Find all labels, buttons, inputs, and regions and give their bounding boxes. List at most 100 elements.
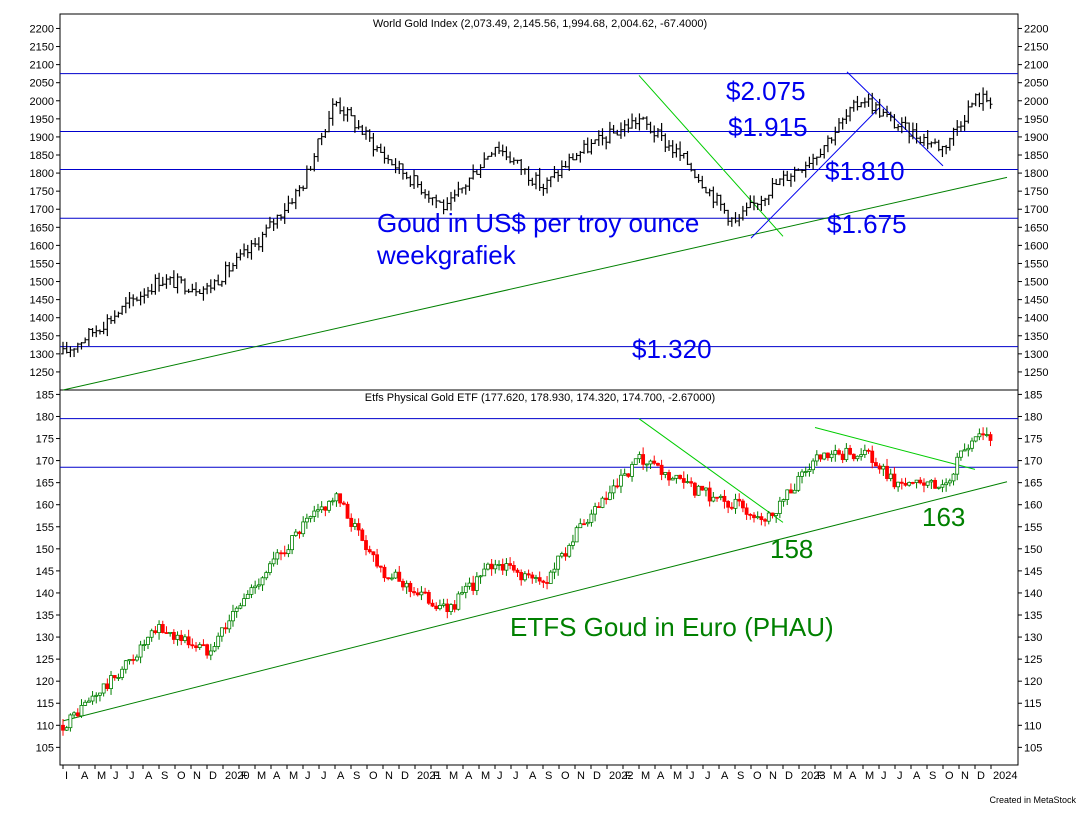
phau-candle-body: [862, 449, 867, 455]
phau-candle-body: [94, 694, 99, 697]
phau-candle-body: [988, 434, 993, 441]
phau-candle-body: [567, 545, 572, 557]
phau-candle-body: [253, 585, 258, 589]
phau-candle-body: [338, 493, 343, 504]
bottom-ytick-label-left: 140: [36, 588, 54, 600]
x-axis-label: S: [737, 770, 744, 782]
level-label-1810: $1.810: [825, 156, 905, 186]
x-axis-label: N: [769, 770, 777, 782]
x-axis-label: F: [433, 770, 440, 782]
phau-candle-body: [304, 517, 309, 523]
top-ytick-label-left: 2050: [30, 78, 54, 90]
phau-candle-body: [726, 501, 731, 508]
phau-candle-body: [936, 486, 941, 489]
phau-candle-body: [116, 677, 121, 679]
x-axis-label: O: [945, 770, 954, 782]
phau-candle-body: [541, 580, 546, 583]
phau-candle-body: [851, 453, 856, 460]
phau-candle-body: [611, 485, 616, 494]
phau-candle-body: [622, 473, 627, 476]
phau-candle-body: [323, 506, 328, 511]
phau-candle-body: [970, 440, 974, 449]
phau-candle-body: [493, 564, 498, 570]
phau-candle-body: [371, 551, 376, 556]
phau-candle-body: [615, 485, 620, 488]
phau-candle-body: [474, 576, 479, 591]
phau-candle-body: [467, 582, 472, 587]
x-axis-label: N: [385, 770, 393, 782]
x-axis-label: M: [865, 770, 874, 782]
top-panel-title: World Gold Index (2,073.49, 2,145.56, 1,…: [373, 18, 707, 30]
top-ytick-label-right: 1400: [1024, 313, 1048, 325]
phau-candle-body: [545, 582, 549, 584]
phau-candle-body: [86, 700, 91, 703]
phau-candle-body: [870, 450, 875, 463]
phau-candle-body: [933, 479, 937, 489]
phau-candle-body: [98, 692, 102, 696]
phau-candle-body: [559, 553, 564, 557]
top-ytick-label-left: 1950: [30, 114, 54, 126]
x-axis-label: M: [481, 770, 490, 782]
top-ytick-label-right: 1800: [1024, 168, 1048, 180]
phau-candle-body: [515, 569, 520, 573]
phau-candle-body: [593, 506, 598, 515]
phau-candle-body: [840, 453, 845, 461]
phau-candle-body: [881, 465, 886, 470]
phau-candle-body: [168, 631, 173, 634]
phau-candle-body: [68, 714, 73, 729]
bottom-trendline: [62, 481, 1008, 722]
phau-candle-body: [205, 644, 210, 656]
phau-candle-body: [848, 447, 852, 455]
phau-candle-body: [364, 540, 368, 550]
phau-candle-body: [796, 475, 801, 491]
phau-candle-body: [748, 514, 753, 516]
x-axis-label: J: [129, 770, 135, 782]
phau-candle-body: [652, 460, 657, 464]
bottom-panel-title: Etfs Physical Gold ETF (177.620, 178.930…: [365, 392, 715, 404]
x-axis-label: N: [961, 770, 969, 782]
phau-candle-body: [729, 506, 734, 509]
phau-candle-body: [393, 571, 398, 579]
phau-candle-body: [678, 474, 682, 479]
phau-candle-body: [430, 602, 435, 607]
phau-candle-body: [785, 489, 790, 500]
phau-candle-body: [308, 516, 313, 519]
phau-candle-body: [201, 644, 206, 647]
phau-candle-body: [497, 563, 501, 566]
top-ytick-label-right: 1550: [1024, 258, 1048, 270]
phau-candle-body: [670, 477, 675, 481]
phau-candle-body: [345, 503, 350, 519]
phau-candle-body: [293, 531, 298, 536]
phau-candle-body: [574, 527, 579, 543]
bottom-ytick-label-left: 105: [36, 742, 54, 754]
phau-candle-body: [190, 644, 195, 647]
top-ytick-label-right: 1300: [1024, 349, 1048, 361]
bottom-ytick-label-left: 125: [36, 654, 54, 666]
bottom-ytick-label-right: 135: [1024, 610, 1042, 622]
phau-candle-body: [674, 474, 679, 479]
phau-candle-body: [79, 705, 84, 717]
bottom-ytick-label-left: 155: [36, 522, 54, 534]
phau-candle-body: [504, 563, 509, 571]
x-axis-label: D: [977, 770, 985, 782]
bottom-ytick-label-right: 125: [1024, 654, 1042, 666]
phau-candle-body: [667, 472, 671, 481]
x-axis-label: A: [81, 770, 89, 782]
top-ytick-label-right: 2000: [1024, 96, 1048, 108]
phau-candle-body: [951, 473, 956, 482]
phau-candle-body: [522, 573, 527, 581]
top-ytick-label-right: 1950: [1024, 114, 1048, 126]
phau-candle-body: [759, 516, 764, 521]
top-ytick-label-left: 1850: [30, 150, 54, 162]
phau-candle-body: [389, 577, 394, 580]
x-axis-label: J: [513, 770, 519, 782]
phau-candle-body: [648, 460, 653, 465]
x-axis-label: 2024: [993, 770, 1017, 782]
phau-candle-body: [386, 577, 391, 580]
top-ytick-label-right: 1450: [1024, 295, 1048, 307]
phau-candle-body: [275, 552, 280, 560]
phau-candle-body: [984, 434, 989, 436]
phau-candle-body: [774, 513, 779, 517]
phau-candle-body: [367, 549, 372, 553]
x-axis-label: M: [833, 770, 842, 782]
